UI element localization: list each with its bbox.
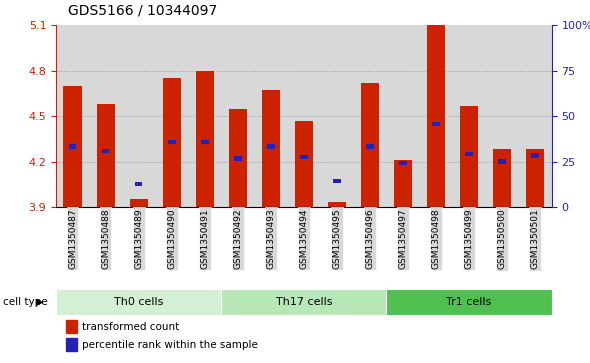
Text: GSM1350500: GSM1350500 — [497, 208, 507, 269]
Text: GSM1350488: GSM1350488 — [101, 208, 110, 269]
Bar — [526, 150, 544, 207]
Text: transformed count: transformed count — [82, 322, 179, 332]
Bar — [366, 144, 373, 148]
Bar — [135, 182, 142, 186]
Bar — [460, 106, 478, 207]
Text: GSM1350492: GSM1350492 — [233, 208, 242, 269]
Bar — [56, 25, 89, 207]
Bar — [399, 161, 407, 165]
Bar — [499, 159, 506, 164]
Text: percentile rank within the sample: percentile rank within the sample — [82, 340, 258, 350]
Text: GSM1350495: GSM1350495 — [332, 208, 342, 269]
Bar — [102, 149, 109, 153]
Bar — [386, 289, 552, 315]
Bar — [66, 338, 77, 351]
Text: GSM1350490: GSM1350490 — [167, 208, 176, 269]
Bar — [532, 154, 539, 158]
Bar — [262, 90, 280, 207]
Bar — [130, 199, 148, 207]
Bar — [64, 86, 81, 207]
Bar — [386, 25, 419, 207]
Bar — [229, 109, 247, 207]
Bar — [122, 25, 155, 207]
Text: GSM1350491: GSM1350491 — [200, 208, 209, 269]
Bar — [333, 179, 340, 183]
Bar — [188, 25, 221, 207]
Bar — [234, 156, 241, 161]
Bar — [56, 289, 221, 315]
Bar — [201, 140, 208, 144]
Bar — [295, 121, 313, 207]
Text: GDS5166 / 10344097: GDS5166 / 10344097 — [68, 4, 217, 18]
Bar — [432, 122, 440, 126]
Bar — [221, 289, 386, 315]
Text: GSM1350487: GSM1350487 — [68, 208, 77, 269]
Text: Th0 cells: Th0 cells — [114, 297, 163, 307]
Bar — [97, 104, 114, 207]
Bar — [519, 25, 552, 207]
Text: GSM1350496: GSM1350496 — [365, 208, 375, 269]
Text: GSM1350494: GSM1350494 — [299, 208, 309, 269]
Bar — [155, 25, 188, 207]
Bar — [419, 25, 453, 207]
Bar — [353, 25, 386, 207]
Text: ▶: ▶ — [35, 297, 43, 307]
Bar — [394, 160, 412, 207]
Text: GSM1350497: GSM1350497 — [398, 208, 408, 269]
Bar — [493, 150, 511, 207]
Text: GSM1350499: GSM1350499 — [464, 208, 474, 269]
Text: GSM1350498: GSM1350498 — [431, 208, 441, 269]
Bar — [466, 152, 473, 156]
Bar — [453, 25, 486, 207]
Bar — [69, 144, 76, 148]
Text: GSM1350489: GSM1350489 — [134, 208, 143, 269]
Bar — [196, 71, 214, 207]
Bar — [486, 25, 519, 207]
Bar — [328, 202, 346, 207]
Bar — [163, 78, 181, 207]
Text: cell type: cell type — [3, 297, 48, 307]
Text: Tr1 cells: Tr1 cells — [447, 297, 491, 307]
Bar — [300, 155, 307, 159]
Bar — [221, 25, 254, 207]
Bar — [320, 25, 353, 207]
Bar — [361, 83, 379, 207]
Bar — [254, 25, 287, 207]
Text: Th17 cells: Th17 cells — [276, 297, 332, 307]
Text: GSM1350493: GSM1350493 — [266, 208, 276, 269]
Bar — [89, 25, 122, 207]
Bar — [66, 320, 77, 333]
Bar — [427, 25, 445, 207]
Bar — [168, 140, 175, 144]
Bar — [287, 25, 320, 207]
Text: GSM1350501: GSM1350501 — [530, 208, 540, 269]
Bar — [267, 144, 274, 148]
